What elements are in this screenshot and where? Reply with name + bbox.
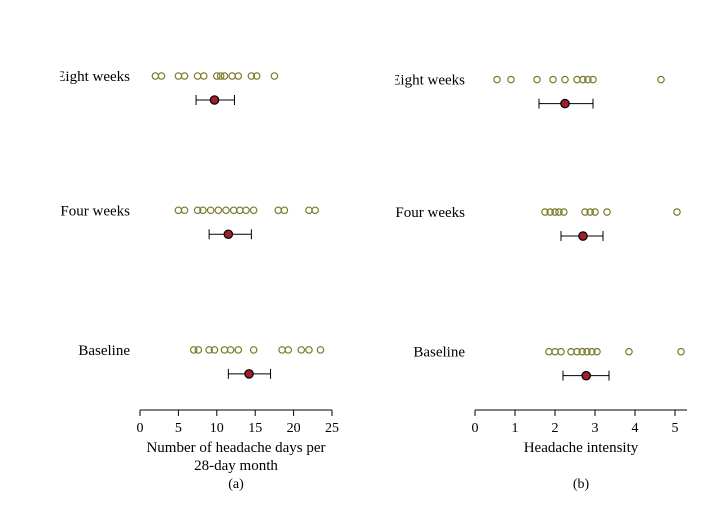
data-point [215,207,221,213]
mean-point [561,99,569,107]
data-point [306,347,312,353]
data-point [221,347,227,353]
mean-point [579,232,587,240]
mean-point [210,96,218,104]
data-point [279,347,285,353]
x-tick-label: 5 [175,421,182,436]
data-point [221,73,227,79]
category-label: Eight weeks [60,69,130,85]
data-point [678,348,684,354]
data-point [201,73,207,79]
data-point [285,347,291,353]
category-label: Baseline [413,345,465,361]
data-point [250,347,256,353]
data-point [158,73,164,79]
figure: { "colors": { "background": "#ffffff", "… [0,0,706,528]
data-point [626,348,632,354]
panel-sublabel: (b) [573,477,590,492]
data-point [306,207,312,213]
mean-point [582,371,590,379]
data-point [508,76,514,82]
panel-b: 0 1 2 3 4 5 Headache intensity (b) Baseline Four … [395,26,695,496]
data-point [195,347,201,353]
data-point [230,207,236,213]
panel-sublabel: (a) [228,477,244,492]
data-point [207,207,213,213]
data-point [237,207,243,213]
x-tick-label: 3 [592,421,599,436]
data-point [175,73,181,79]
data-point [152,73,158,79]
data-point [604,209,610,215]
data-point [235,73,241,79]
data-point [243,207,249,213]
data-point [194,73,200,79]
x-axis-title: 28-day month [194,458,278,474]
data-point [175,207,181,213]
x-axis-title: Headache intensity [524,440,639,456]
x-tick-label: 15 [248,421,262,436]
category-label: Baseline [78,343,130,359]
data-point [271,73,277,79]
x-tick-label: 1 [512,421,519,436]
data-point [298,347,304,353]
mean-point [224,230,232,238]
data-point [534,76,540,82]
data-point [562,76,568,82]
data-point [235,347,241,353]
panel-a: 0 5 10 15 20 25Number of headache days per 28-… [60,26,340,496]
data-point [674,209,680,215]
data-point [561,209,567,215]
data-point [550,76,556,82]
category-label: Four weeks [395,205,465,221]
x-axis-title: Number of headache days per [146,440,325,456]
data-point [592,209,598,215]
data-point [227,347,233,353]
data-point [281,207,287,213]
data-point [250,207,256,213]
x-tick-label: 0 [472,421,479,436]
x-tick-label: 20 [287,421,301,436]
x-tick-label: 4 [632,421,639,436]
data-point [658,76,664,82]
category-label: Four weeks [60,203,130,219]
data-point [223,207,229,213]
data-point [275,207,281,213]
data-point [312,207,318,213]
x-tick-label: 2 [552,421,559,436]
data-point [229,73,235,79]
data-point [317,347,323,353]
category-label: Eight weeks [395,73,465,89]
x-tick-label: 25 [325,421,339,436]
x-tick-label: 10 [210,421,224,436]
data-point [181,73,187,79]
mean-point [245,370,253,378]
x-tick-label: 0 [137,421,144,436]
data-point [181,207,187,213]
data-point [494,76,500,82]
x-tick-label: 5 [672,421,679,436]
